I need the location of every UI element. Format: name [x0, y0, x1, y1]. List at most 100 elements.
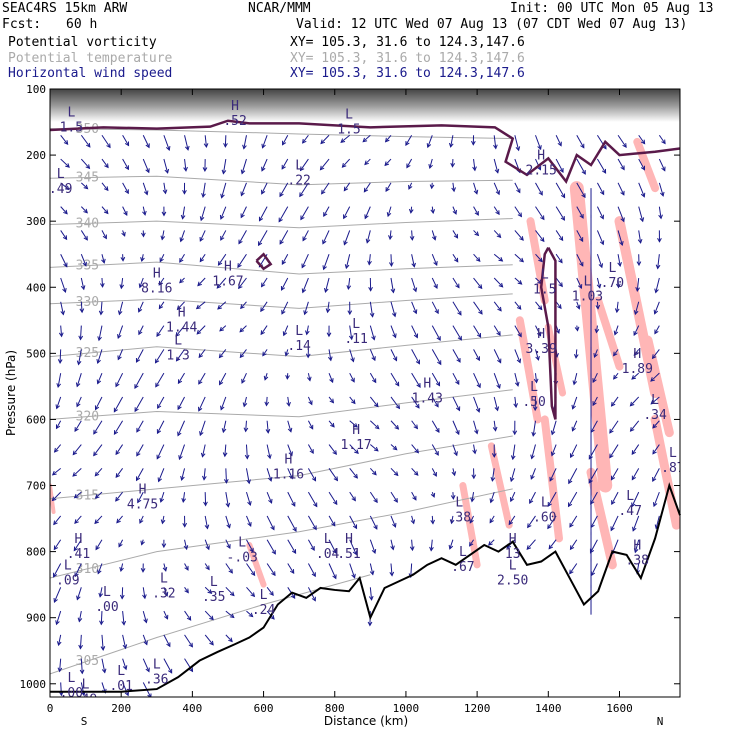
wind-vector	[261, 158, 268, 171]
wind-arrowhead	[124, 165, 129, 171]
wind-vector	[411, 325, 418, 338]
pv-extremum-value: 1.67	[212, 275, 243, 290]
wind-arrowhead	[306, 376, 312, 382]
pv-extremum-value: .00	[95, 600, 118, 615]
wind-vector	[260, 301, 268, 312]
wind-vector	[287, 468, 293, 479]
wind-vector	[430, 539, 433, 551]
wind-vector	[261, 182, 268, 194]
wind-vector	[406, 158, 413, 168]
wind-vector	[431, 349, 442, 365]
wind-arrowhead	[160, 519, 166, 525]
wind-vector	[200, 206, 206, 221]
wind-arrowhead	[372, 378, 377, 384]
wind-arrowhead	[51, 470, 57, 476]
wind-vector	[390, 444, 398, 451]
pv-extremum-marker: L	[541, 496, 549, 511]
wind-arrowhead	[53, 520, 58, 526]
pv-shading-blob	[540, 415, 563, 543]
wind-vector	[220, 206, 227, 220]
wind-arrowhead	[55, 620, 60, 626]
wind-arrowhead	[77, 617, 83, 623]
wind-vector	[343, 206, 351, 219]
pv-extremum-marker: H	[423, 377, 431, 392]
wind-vector	[609, 444, 619, 458]
wind-arrowhead	[145, 667, 150, 673]
wind-arrowhead	[392, 333, 397, 339]
plot-frame	[49, 88, 681, 698]
wind-arrowhead	[124, 691, 130, 697]
wind-arrowhead	[96, 358, 101, 365]
stratosphere-shading	[50, 89, 680, 123]
wind-arrowhead	[94, 519, 99, 525]
wind-arrowhead	[654, 288, 659, 294]
wind-vector	[142, 610, 147, 623]
wind-vector	[73, 539, 82, 551]
wind-vector	[473, 396, 480, 413]
wind-vector	[204, 515, 209, 529]
wind-vector	[246, 610, 253, 617]
field-wind-name: Horizontal wind speed	[8, 66, 173, 81]
wind-arrowhead	[117, 310, 123, 316]
wind-vector	[590, 515, 598, 528]
pv-extremum-value: .22	[287, 174, 310, 189]
wind-arrowhead	[405, 141, 410, 146]
wind-vector	[390, 396, 400, 409]
wind-arrowhead	[242, 402, 248, 408]
wind-vector	[161, 515, 165, 524]
pv-extremum-marker: L	[174, 334, 182, 349]
wind-vector	[76, 396, 82, 407]
wind-arrowhead	[72, 472, 78, 477]
wind-vector	[136, 420, 144, 433]
wind-vector	[473, 301, 483, 315]
wind-arrowhead	[548, 544, 554, 550]
wind-vector	[74, 515, 82, 524]
wind-arrowhead	[177, 405, 182, 411]
wind-vector	[101, 658, 106, 673]
wind-arrowhead	[250, 571, 256, 577]
wind-arrowhead	[164, 168, 170, 174]
axes-layer: 0 200 400 600 800 1000 1200 1400 1600 100 200 300 40…	[20, 83, 680, 715]
wind-vector	[101, 634, 104, 650]
wind-arrowhead	[63, 209, 68, 215]
wind-arrowhead	[281, 260, 286, 265]
wind-arrowhead	[305, 353, 311, 359]
wind-vector	[611, 468, 619, 480]
wind-arrowhead	[260, 330, 265, 336]
wind-vector	[591, 563, 598, 576]
wind-vector	[117, 349, 124, 360]
wind-vector	[219, 372, 227, 385]
wind-arrowhead	[392, 445, 398, 451]
wind-arrowhead	[633, 310, 639, 316]
wind-arrowhead	[156, 454, 161, 460]
wind-arrowhead	[598, 263, 604, 269]
wind-vector	[220, 396, 227, 410]
pv-extremum-value: .49	[49, 182, 72, 197]
wind-arrowhead	[580, 143, 585, 149]
wind-arrowhead	[117, 334, 122, 340]
wind-arrowhead	[73, 546, 79, 552]
wind-arrowhead	[629, 401, 635, 407]
wind-vector	[451, 515, 454, 524]
wind-arrowhead	[76, 595, 81, 601]
wind-vector	[245, 420, 247, 432]
wind-vector	[122, 682, 129, 696]
wind-vector	[340, 134, 351, 143]
wind-vector	[613, 349, 619, 356]
wind-vector	[527, 515, 536, 528]
wind-vector	[113, 420, 124, 435]
wind-vector	[246, 563, 256, 576]
wind-vector	[115, 372, 124, 387]
wind-vector	[408, 182, 413, 190]
wind-arrowhead	[120, 256, 126, 262]
wind-vector	[617, 182, 625, 196]
wind-arrowhead	[651, 354, 657, 360]
wind-vector	[246, 586, 255, 597]
wind-arrowhead	[142, 594, 147, 600]
wind-arrowhead	[530, 454, 535, 460]
wind-arrowhead	[426, 143, 432, 149]
wind-arrowhead	[291, 501, 296, 507]
wind-vector	[596, 206, 604, 219]
wind-vector	[134, 396, 144, 412]
pv-extremum-marker: H	[537, 149, 545, 164]
